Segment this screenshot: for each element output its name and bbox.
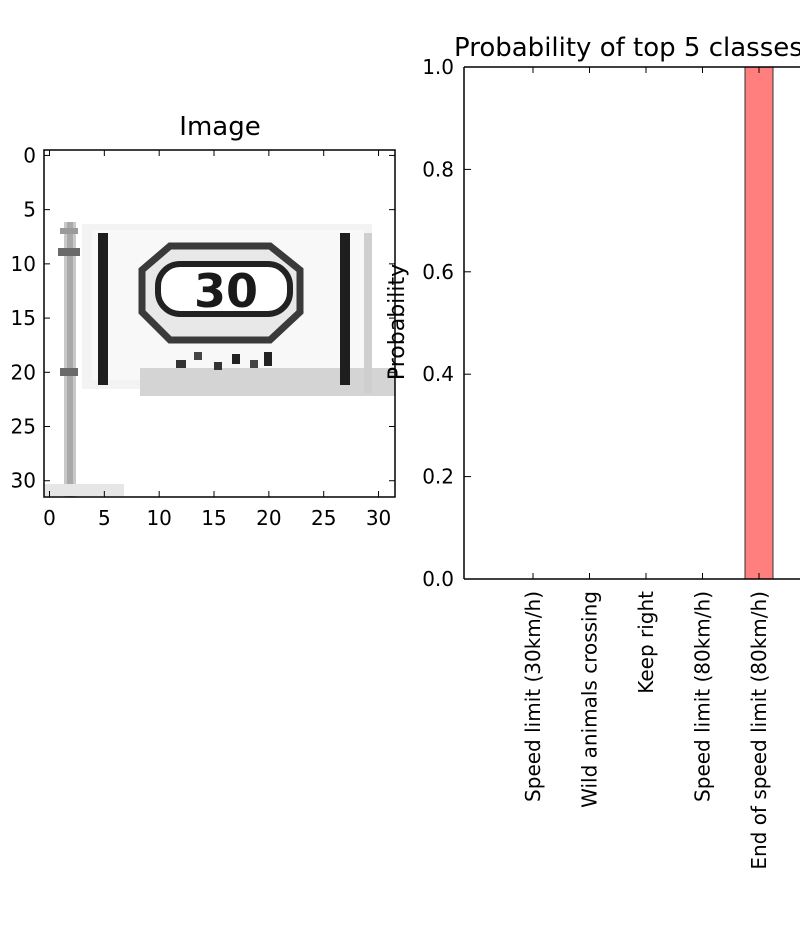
- category-label: Speed limit (30km/h): [521, 591, 545, 802]
- image-y-tick-label: 20: [11, 360, 36, 384]
- y-axis-label: Probability: [385, 264, 410, 380]
- y-tick-label: 0.0: [422, 567, 454, 591]
- y-tick-label: 0.6: [422, 260, 454, 284]
- image-x-tick-label: 30: [366, 506, 391, 530]
- y-tick-label: 1.0: [422, 55, 454, 79]
- category-label: End of speed limit (80km/h): [747, 591, 771, 870]
- image-axes-frame: [43, 149, 396, 498]
- sign-image-text: 30: [194, 264, 258, 318]
- image-x-tick-label: 10: [146, 506, 171, 530]
- category-labels: Speed limit (30km/h) Wild animals crossin…: [521, 67, 771, 870]
- category-label: Speed limit (80km/h): [691, 591, 715, 802]
- y-tick-label: 0.8: [422, 157, 454, 181]
- chart-title: Probability of top 5 classes: [454, 33, 800, 63]
- chart-ticks: 0.0 0.2 0.4 0.6 0.8 1.0: [422, 55, 471, 591]
- bars: [744, 66, 774, 580]
- sign-image: 30: [44, 150, 395, 497]
- y-tick-label: 0.2: [422, 465, 454, 489]
- image-x-tick-label: 20: [256, 506, 281, 530]
- image-x-tick-label: 25: [311, 506, 336, 530]
- image-title: Image: [179, 112, 260, 142]
- image-y-tick-label: 0: [23, 143, 36, 167]
- image-y-tick-label: 30: [11, 469, 36, 493]
- chart-panel: Probability of top 5 classes Probability…: [385, 33, 800, 870]
- image-x-tick-label: 5: [98, 506, 111, 530]
- category-label: Keep right: [634, 591, 658, 694]
- image-y-tick-label: 5: [23, 198, 36, 222]
- image-x-tick-label: 15: [201, 506, 226, 530]
- bar-5: [744, 66, 774, 580]
- image-y-tick-label: 25: [11, 415, 36, 439]
- image-panel: Image 30: [11, 112, 396, 530]
- image-y-tick-label: 15: [11, 306, 36, 330]
- image-y-tick-label: 10: [11, 252, 36, 276]
- image-x-tick-label: 0: [43, 506, 56, 530]
- y-tick-label: 0.4: [422, 362, 454, 386]
- category-label: Wild animals crossing: [578, 591, 602, 808]
- image-ticks: 0 5 10 15 20 25 30 0 5 10 15 20 25 30: [11, 143, 395, 530]
